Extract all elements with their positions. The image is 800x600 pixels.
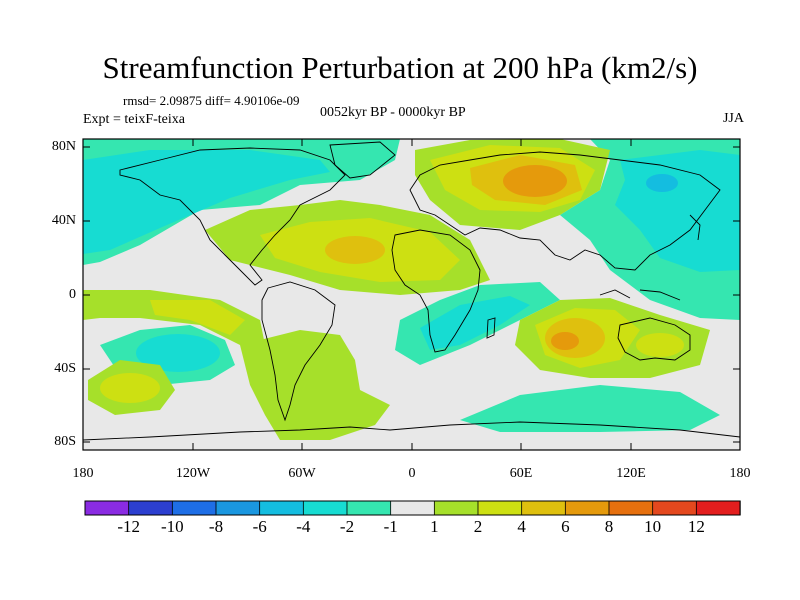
coastline-north-america (119, 147, 346, 286)
colorbar-swatch (477, 500, 523, 516)
colorbar-label: -2 (339, 517, 355, 536)
coastline-greenland (329, 141, 396, 179)
coastline-madagascar (486, 317, 496, 339)
contour-neg-north-pacific-core (83, 150, 330, 254)
colorbar-box (84, 500, 741, 516)
colorbar-swatch (346, 500, 392, 516)
colorbar-label: -4 (296, 517, 311, 536)
coastline-africa (391, 229, 481, 353)
lon-label-0: 0 (408, 466, 416, 481)
map-title: Streamfunction Perturbation at 200 hPa (… (102, 50, 698, 85)
colorbar-swatch (390, 500, 436, 516)
contour-pos-south-pacific-core (100, 373, 160, 403)
colorbar-label: 12 (687, 517, 705, 536)
colorbar-swatch (521, 500, 567, 516)
colorbar-swatch (564, 500, 610, 516)
colorbar-label: 1 (430, 517, 439, 536)
colorbar-label: 4 (517, 517, 526, 536)
colorbar-swatch (695, 500, 741, 516)
colorbar (84, 500, 741, 516)
season-label: JJA (722, 111, 744, 126)
coastline-antarctica (83, 421, 740, 441)
contour-neg-indian-ocean-core (420, 296, 530, 350)
lat-label-0: 0 (69, 287, 76, 302)
lon-label-60w: 60W (288, 466, 316, 481)
colorbar-label: -1 (383, 517, 398, 536)
colorbar-label: 8 (604, 517, 614, 536)
period-label: 0052kyr BP - 0000kyr BP (320, 105, 466, 120)
colorbar-swatch (433, 500, 479, 516)
axis-ticks (83, 139, 740, 450)
coastlines (83, 141, 740, 441)
colorbar-label: -8 (208, 517, 224, 536)
lat-label-40n: 40N (51, 213, 76, 228)
coastline-europe-asia (409, 151, 721, 271)
contour-pos-atlantic-core (325, 236, 385, 264)
contour-neg-east-asia-peak (646, 174, 678, 192)
lat-label-80n: 80N (51, 139, 76, 154)
lon-label-120w: 120W (175, 466, 211, 481)
colorbar-swatch (652, 500, 698, 516)
colorbar-swatch (215, 500, 261, 516)
colorbar-swatch (171, 500, 217, 516)
contour-neg-south-pacific-core (136, 334, 220, 372)
coastline-south-america (261, 281, 336, 422)
contour-pos-eurasia-peak (503, 165, 567, 197)
experiment-label: Expt = teixF-teixa (83, 112, 185, 127)
colorbar-swatch (302, 500, 348, 516)
colorbar-swatch (128, 500, 174, 516)
contour-pos-east-pacific-mid (150, 300, 245, 335)
lon-label-180-west: 180 (72, 466, 94, 481)
contour-pos-south-america (240, 330, 390, 440)
contour-pos-australia-peak (551, 332, 579, 350)
contour-neg-east-asia-core (615, 150, 740, 272)
colorbar-label: 10 (644, 517, 662, 536)
lon-label-120e: 120E (616, 466, 646, 481)
coastline-australia (617, 317, 691, 361)
lat-label-80s: 80S (54, 434, 76, 449)
colorbar-swatch (259, 500, 305, 516)
colorbar-label: -6 (252, 517, 267, 536)
coastline-indonesia (599, 289, 681, 301)
coastline-japan (689, 214, 701, 241)
contour-neg-southern-ocean (460, 385, 720, 432)
colorbar-label: 2 (473, 517, 483, 536)
lon-label-180-east: 180 (729, 466, 751, 481)
colorbar-label: -10 (160, 517, 184, 536)
lat-label-40s: 40S (54, 361, 76, 376)
contour-field (83, 139, 740, 450)
colorbar-swatch (608, 500, 654, 516)
stats-text: rmsd= 2.09875 diff= 4.90106e-09 (123, 93, 300, 108)
contour-pos-australia-east (636, 333, 684, 357)
colorbar-label: -12 (117, 517, 140, 536)
lon-label-60e: 60E (509, 466, 533, 481)
colorbar-swatch (84, 500, 130, 516)
colorbar-label: 6 (561, 517, 570, 536)
